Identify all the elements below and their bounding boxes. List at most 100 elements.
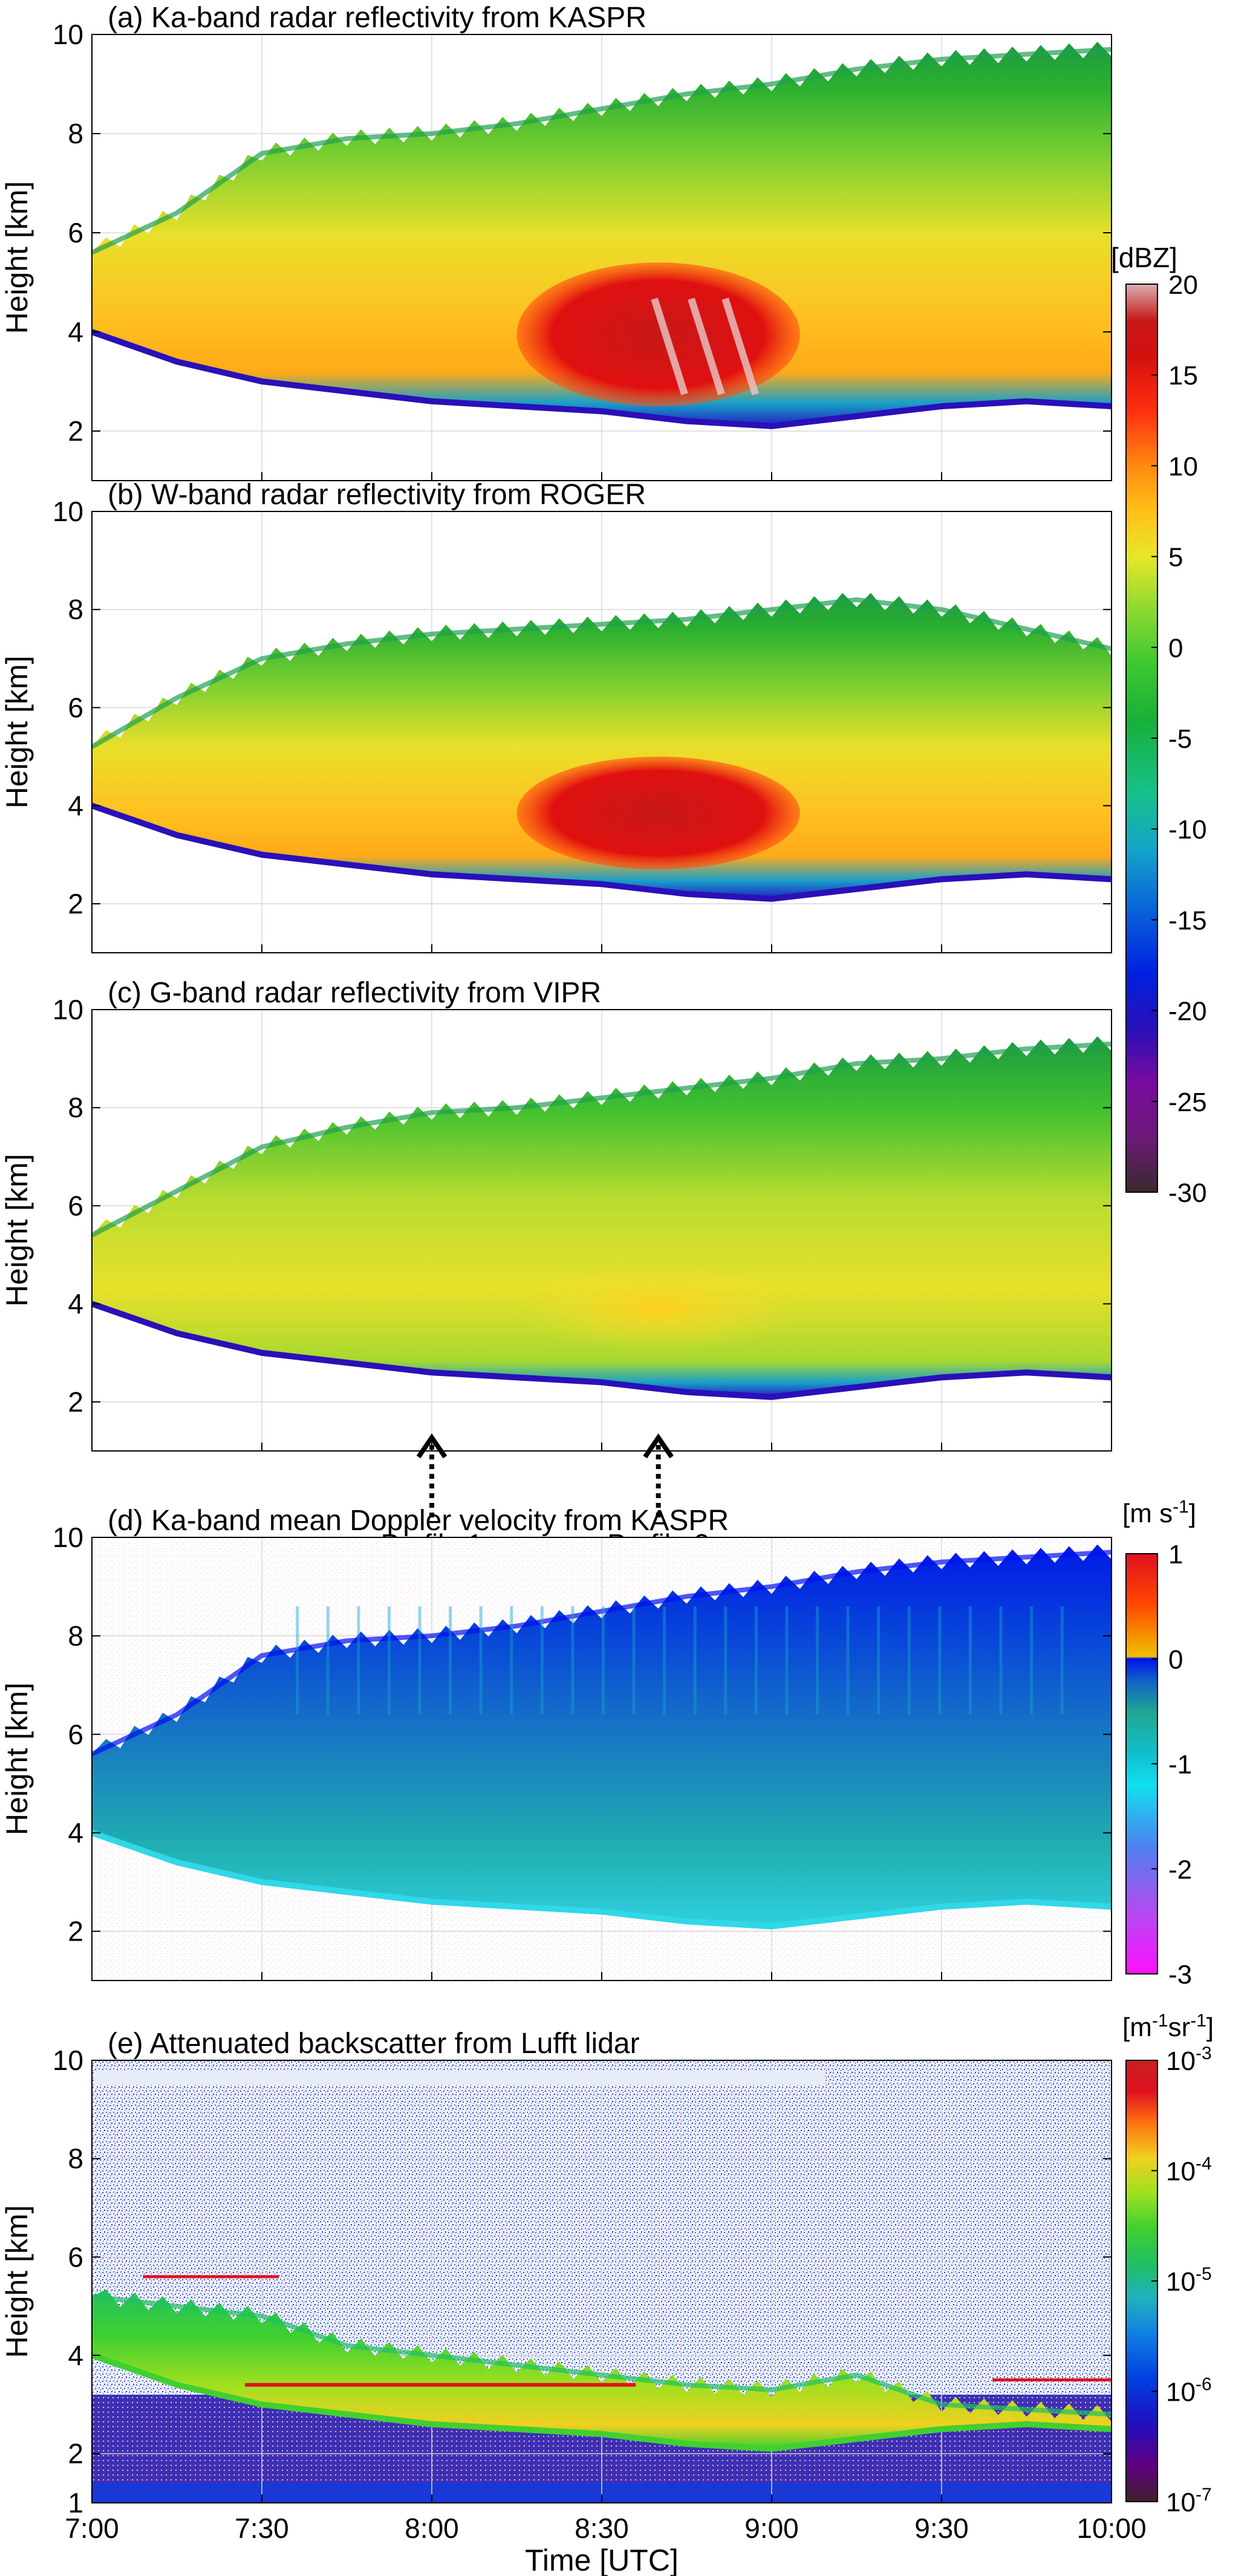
- fall-streak: [754, 1606, 758, 1715]
- y-axis-label: Height [km]: [0, 181, 34, 334]
- cloud-base-edge: [91, 329, 1112, 429]
- y-axis-label: Height [km]: [0, 1154, 34, 1307]
- x-tick-label: 7:00: [65, 2513, 119, 2544]
- y-tick-label: 2: [68, 1916, 83, 1947]
- x-tick-label: 7:30: [235, 2513, 289, 2544]
- colorbar-tick-label: -20: [1168, 997, 1207, 1027]
- fall-streak: [785, 1606, 789, 1715]
- fall-streak: [846, 1606, 850, 1715]
- y-tick-label: 10: [53, 994, 83, 1025]
- fall-streak: [418, 1606, 422, 1715]
- cloud-top-edge: [91, 597, 1112, 749]
- reflectivity-core: [516, 1264, 800, 1353]
- fall-streak: [938, 1606, 942, 1715]
- core-streak: [721, 297, 759, 395]
- y-tick-label: 10: [53, 19, 83, 50]
- y-axis-label: Height [km]: [0, 1682, 34, 1835]
- panel-e: 1 2 4 6 8 10 Height [km] (e) Attenuated backsca…: [0, 2028, 1147, 2576]
- y-tick-label: 6: [68, 692, 83, 723]
- fall-streak: [326, 1606, 330, 1715]
- fall-streak: [296, 1606, 299, 1715]
- y-axis-label: Height [km]: [0, 656, 34, 809]
- colorbar-tick-label: -1: [1168, 1750, 1192, 1780]
- y-tick-label: 10: [53, 1522, 83, 1553]
- profile-arrow-head: [643, 1433, 674, 1459]
- colorbar-tick-label: 10-7: [1166, 2485, 1212, 2517]
- panel-d: 2 4 6 8 10 Height [km] (d) Ka-band mean Dopple…: [0, 1505, 1112, 1981]
- cloud-echo-e: [92, 2289, 1112, 2449]
- y-tick-label: 8: [68, 594, 83, 625]
- panel-title: (a) Ka-band radar reflectivity from KASP…: [108, 2, 646, 34]
- cloud-base-edge: [91, 1829, 1112, 1930]
- fall-streak: [1030, 1606, 1034, 1715]
- colorbar-doppler: [m s-1] 1 0 -1 -2 -3: [1122, 1497, 1196, 1990]
- cloud-top-edge: [91, 1549, 1112, 1756]
- colorbar-tick-label: 10-6: [1166, 2375, 1212, 2407]
- fall-streak: [387, 1606, 391, 1715]
- y-tick-label: 4: [68, 316, 83, 348]
- colorbar-tick-label: -15: [1168, 906, 1207, 935]
- lidar-top-band: [94, 2070, 825, 2085]
- cloud-top-edge: [91, 47, 1112, 255]
- y-tick-label: 10: [53, 496, 83, 527]
- y-tick-label: 6: [68, 217, 83, 248]
- y-tick-label: 8: [68, 2143, 83, 2175]
- cloud-top-edge: [91, 2294, 1112, 2417]
- cloud-base-edge: [91, 802, 1112, 902]
- colorbar-tick-label: -25: [1168, 1088, 1207, 1117]
- colorbar-unit-label: [dBZ]: [1111, 242, 1177, 273]
- colorbar-tick-label: 0: [1168, 634, 1183, 663]
- fall-streak: [632, 1606, 636, 1715]
- panel-b: 2 4 6 8 10 Height [km] (b) W-band radar reflec…: [0, 479, 1112, 953]
- profile-arrow-head: [416, 1433, 448, 1459]
- cloud-echo-d: [92, 1544, 1112, 1927]
- y-tick-label: 2: [68, 888, 83, 920]
- cloud-top-edge: [91, 1041, 1112, 1238]
- colorbar-unit-label: [m s-1]: [1122, 1497, 1196, 1528]
- panel-title: (b) W-band radar reflectivity from ROGER: [108, 479, 646, 511]
- cloud-echo-b: [92, 592, 1112, 899]
- colorbar-tick-label: 10-4: [1166, 2154, 1212, 2187]
- reflectivity-core: [516, 756, 800, 870]
- fall-streak: [449, 1606, 452, 1715]
- colorbar-tick-label: 1: [1168, 1540, 1183, 1569]
- cloud-echo-a: [92, 41, 1112, 426]
- fall-streak: [1060, 1606, 1064, 1715]
- fall-streak: [571, 1606, 575, 1715]
- colorbar-tick-label: 0: [1168, 1645, 1183, 1675]
- x-tick-label: 10:00: [1076, 2513, 1146, 2544]
- x-tick-label: 9:00: [744, 2513, 799, 2544]
- colorbar-unit-label: [m-1sr-1]: [1122, 2011, 1214, 2042]
- y-tick-label: 6: [68, 1190, 83, 1221]
- y-tick-label: 4: [68, 2340, 83, 2371]
- panel-c: 2 4 6 8 10 Height [km] (c) G-band radar reflec…: [0, 977, 1112, 1560]
- fall-streak: [602, 1606, 605, 1715]
- fall-streak: [907, 1606, 911, 1715]
- fall-streak: [357, 1606, 360, 1715]
- y-tick-label: 4: [68, 1288, 83, 1320]
- x-tick-label: 9:30: [914, 2513, 969, 2544]
- colorbar-reflectivity: [dBZ]20 15 10 5 0 -5 -10 -15 -20 -25 -30: [1111, 242, 1207, 1208]
- y-tick-label: 2: [68, 415, 83, 447]
- fall-streak: [663, 1606, 666, 1715]
- panel-title: (c) G-band radar reflectivity from VIPR: [108, 977, 601, 1009]
- fall-streak: [816, 1606, 819, 1715]
- fall-streak: [479, 1606, 483, 1715]
- panel-title: (e) Attenuated backscatter from Lufft li…: [108, 2028, 640, 2060]
- colorbar-tick-label: 5: [1168, 543, 1183, 573]
- colorbar-tick-label: 10: [1168, 452, 1198, 481]
- x-tick-label: 8:30: [575, 2513, 629, 2544]
- colorbar-tick-label: 15: [1168, 361, 1198, 391]
- core-streak: [688, 297, 725, 395]
- fall-streak: [877, 1606, 881, 1715]
- colorbar-tick-label: -30: [1168, 1178, 1207, 1208]
- fall-streak: [968, 1606, 972, 1715]
- x-axis-label: Time [UTC]: [525, 2543, 679, 2576]
- colorbar-tick-label: 20: [1168, 270, 1198, 300]
- y-tick-label: 4: [68, 790, 83, 822]
- y-tick-label: 6: [68, 2241, 83, 2273]
- fall-streak: [693, 1606, 697, 1715]
- y-tick-label: 8: [68, 1620, 83, 1652]
- panel-a: 2 4 6 8 10 Height [km] (a) Ka-band radar refle…: [0, 2, 1112, 481]
